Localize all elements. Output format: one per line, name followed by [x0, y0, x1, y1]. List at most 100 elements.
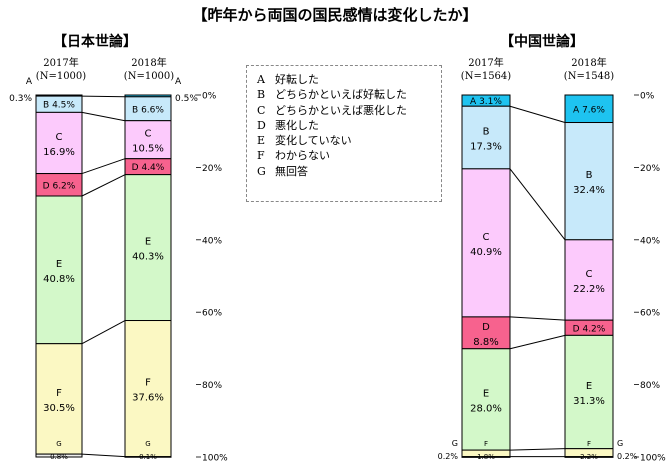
page-title: 【昨年から両国の国民感情は変化したか】 [192, 6, 478, 24]
data-label-cn-0-G: 0.2% [438, 452, 459, 461]
data-label-jp-1-A: 0.5% [175, 94, 198, 104]
data-label-jp-1-G: 0.1% [139, 453, 157, 461]
bar-segment-jp-0-G [35, 453, 83, 458]
bar-segment-jp-1-E [124, 174, 172, 322]
connector-jp-3 [81, 174, 126, 197]
data-label-code-jp-0-F: F [56, 388, 62, 399]
data-label-code-jp-1-C: C [145, 129, 152, 140]
data-label-jp-1-C: 10.5% [132, 144, 164, 155]
data-label-jp-0-G: 0.8% [50, 453, 68, 461]
bar-segment-cn-1-E [564, 334, 614, 450]
data-label-jp-0-D: D 6.2% [43, 181, 76, 191]
legend-item-e: E 変化していない [257, 134, 352, 148]
category-label-cn-1-0: 2018年 [571, 56, 606, 69]
tick-label-jp-2: 40% [202, 236, 222, 246]
data-label-code-cn-0-D: D [482, 322, 490, 333]
legend-item-d: D 悪化した [257, 118, 319, 132]
data-label-jp-1-F: 37.6% [132, 393, 164, 404]
bar-segment-jp-1-F [124, 320, 172, 458]
bar-segment-jp-0-E [35, 195, 83, 345]
tick-label-jp-3: 60% [202, 309, 222, 319]
category-label-cn-0-1: (N=1564) [461, 71, 511, 82]
legend-item-f: F わからない [257, 149, 330, 163]
data-label-jp-0-E: 40.8% [43, 274, 75, 285]
connector-cn-1 [509, 168, 566, 241]
legend-item-c: C どちらかといえば悪化した [257, 103, 407, 117]
data-label-code-cn-1-F: F [587, 440, 591, 448]
data-label-code-jp-1-G: G [145, 440, 150, 448]
data-label-jp-0-F: 30.5% [43, 403, 75, 414]
data-label-cn-1-E: 31.3% [573, 396, 605, 407]
connector-jp-4 [81, 320, 126, 345]
data-label-code-cn-0-B: B [483, 127, 490, 138]
tick-label-cn-3: 60% [640, 309, 660, 319]
category-label-jp-1-1: (N=1000) [124, 71, 174, 82]
data-label-code-cn-0-C: C [483, 232, 490, 243]
legend-item-g: G 無回答 [257, 164, 308, 178]
data-label-code-cn-1-B: B [586, 170, 593, 181]
data-label-code-jp-1-E: E [145, 237, 151, 248]
tick-label-jp-4: 80% [202, 381, 222, 391]
category-label-jp-1-0: 2018年 [131, 56, 166, 69]
bar-segment-cn-1-C [564, 239, 614, 321]
data-label-cn-0-B: 17.3% [470, 142, 502, 153]
legend-item-b: B どちらかといえば好転した [257, 88, 407, 102]
bar-segment-jp-0-F [35, 343, 83, 455]
data-label-cn-0-C: 40.9% [470, 247, 502, 258]
bar-segment-jp-1-G [124, 456, 172, 458]
connector-jp-0 [81, 95, 126, 98]
data-label-cn-1-C: 22.2% [573, 284, 605, 295]
data-label-cn-1-A: A 7.6% [573, 105, 605, 115]
connector-jp-1 [81, 111, 126, 122]
connector-cn-2 [509, 316, 566, 321]
connector-jp-2 [81, 158, 126, 175]
data-label-code-jp-1-F: F [145, 378, 151, 389]
data-label-jp-0-B: B 4.5% [43, 101, 75, 111]
data-label-cn-0-A: A 3.1% [470, 97, 502, 107]
category-label-cn-1-1: (N=1548) [564, 71, 614, 82]
bar-segment-cn-0-B [461, 105, 511, 170]
data-label-jp-0-C: 16.9% [43, 147, 75, 158]
bar-segment-cn-0-G [461, 456, 511, 458]
tick-label-cn-5: 100% [640, 454, 666, 464]
bar-segment-cn-1-G [564, 456, 614, 458]
bar-segment-cn-1-A [564, 94, 614, 124]
tick-label-jp-5: 100% [202, 454, 228, 464]
data-label-code-cn-1-C: C [586, 269, 593, 280]
category-label-cn-0-0: 2017年 [468, 56, 503, 69]
data-label-jp-1-E: 40.3% [132, 252, 164, 263]
data-label-code-jp-1-A: A [175, 77, 182, 87]
data-label-code-cn-1-G: G [617, 439, 623, 448]
legend: A 好転した B どちらかといえば好転した C どちらかといえば悪化した D 悪化した … [246, 65, 442, 202]
data-label-code-jp-0-G: G [56, 440, 61, 448]
category-label-jp-0-1: (N=1000) [36, 71, 86, 82]
data-label-code-jp-0-A: A [26, 77, 33, 87]
bar-segment-jp-0-C [35, 111, 83, 175]
panel-title-cn: 【中国世論】 [500, 33, 584, 50]
data-label-jp-1-B: B 6.6% [132, 105, 164, 115]
tick-label-jp-0: 0% [202, 92, 217, 102]
data-label-code-jp-0-C: C [56, 132, 63, 143]
bar-segment-cn-0-D [461, 316, 511, 350]
data-label-cn-0-E: 28.0% [470, 403, 502, 414]
tick-label-cn-1: 20% [640, 164, 660, 174]
category-label-jp-0-0: 2017年 [43, 56, 78, 69]
tick-label-jp-1: 20% [202, 164, 222, 174]
tick-label-cn-0: 0% [640, 92, 655, 102]
data-label-cn-0-D: 8.8% [473, 337, 498, 348]
bar-segment-cn-0-C [461, 168, 511, 318]
connector-cn-0 [509, 105, 566, 123]
connector-cn-4 [509, 448, 566, 451]
data-label-cn-1-B: 32.4% [573, 185, 605, 196]
data-label-code-jp-0-E: E [56, 259, 62, 270]
bar-segment-cn-0-E [461, 348, 511, 451]
connector-cn-3 [509, 334, 566, 350]
data-label-jp-0-A: 0.3% [9, 94, 32, 104]
data-label-code-cn-1-E: E [586, 381, 592, 392]
tick-label-cn-4: 80% [640, 381, 660, 391]
panel-title-jp: 【日本世論】 [53, 33, 137, 50]
data-label-jp-1-D: D 4.4% [132, 163, 165, 173]
data-label-cn-1-G: 0.2% [617, 452, 638, 461]
connector-jp-5 [81, 453, 126, 458]
